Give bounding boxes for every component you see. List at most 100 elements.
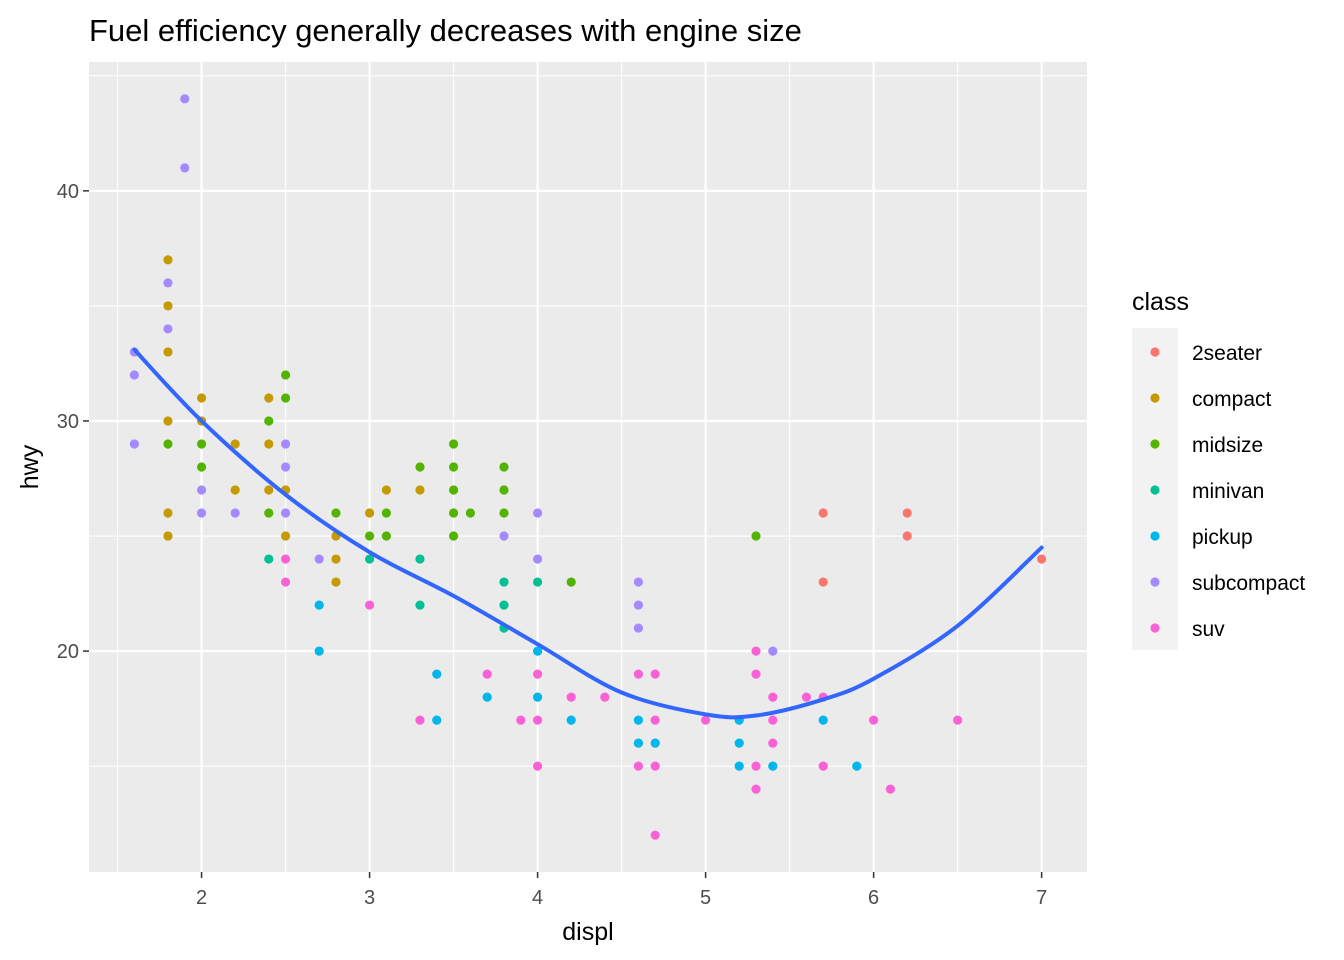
data-point-subcompact	[532, 508, 543, 518]
data-point-suv	[633, 669, 644, 679]
data-point-suv	[801, 692, 812, 702]
data-point-compact	[280, 531, 291, 541]
data-point-suv	[280, 577, 291, 587]
data-point-2seater	[902, 508, 912, 518]
legend-label: subcompact	[1192, 572, 1305, 595]
data-point-midsize	[448, 439, 459, 449]
data-point-compact	[230, 439, 240, 449]
data-point-2seater	[818, 508, 828, 518]
data-point-subcompact	[180, 94, 190, 104]
data-point-suv	[566, 692, 576, 702]
x-tick-label: 6	[868, 887, 879, 909]
data-point-compact	[381, 485, 391, 495]
x-tick-label: 4	[532, 887, 543, 909]
data-point-suv	[650, 761, 660, 771]
data-point-minivan	[415, 600, 425, 610]
data-point-subcompact	[314, 554, 324, 564]
y-axis: 20 30 40	[57, 181, 89, 663]
data-point-suv	[516, 715, 526, 725]
data-point-subcompact	[532, 554, 543, 564]
data-point-compact	[364, 508, 375, 518]
data-point-suv	[532, 715, 543, 725]
data-point-pickup	[532, 692, 543, 702]
data-point-subcompact	[129, 439, 139, 449]
legend-title: class	[1132, 288, 1189, 316]
data-point-compact	[415, 485, 425, 495]
chart-title: Fuel efficiency generally decreases with…	[89, 13, 802, 48]
data-point-minivan	[499, 600, 509, 610]
data-point-midsize	[448, 485, 459, 495]
data-point-compact	[163, 531, 173, 541]
data-point-suv	[650, 830, 660, 840]
plot-panel	[89, 62, 1087, 872]
data-point-midsize	[331, 508, 341, 518]
gridlines	[89, 62, 1087, 872]
legend-label: suv	[1192, 618, 1225, 641]
data-point-pickup	[768, 761, 778, 771]
data-point-midsize	[280, 393, 291, 403]
data-point-suv	[650, 669, 660, 679]
data-point-midsize	[499, 485, 509, 495]
data-point-subcompact	[633, 577, 644, 587]
x-tick-label: 7	[1036, 887, 1047, 909]
legend-key-midsize	[1150, 439, 1160, 449]
data-point-pickup	[432, 669, 442, 679]
data-point-minivan	[415, 554, 425, 564]
data-point-compact	[331, 554, 341, 564]
data-point-midsize	[448, 462, 459, 472]
x-axis-label: displ	[562, 918, 613, 946]
y-tick-label: 20	[57, 641, 79, 663]
data-point-pickup	[650, 738, 660, 748]
data-point-2seater	[1037, 554, 1047, 564]
data-point-pickup	[734, 738, 744, 748]
data-point-pickup	[633, 715, 644, 725]
data-point-suv	[885, 784, 896, 794]
data-point-compact	[264, 393, 274, 403]
x-tick-label: 5	[700, 887, 711, 909]
data-point-midsize	[499, 462, 509, 472]
data-point-midsize	[264, 508, 274, 518]
data-point-midsize	[448, 531, 459, 541]
data-point-suv	[768, 715, 778, 725]
data-point-suv	[751, 784, 761, 794]
data-point-midsize	[264, 416, 274, 426]
data-point-pickup	[852, 761, 862, 771]
x-tick-label: 2	[196, 887, 207, 909]
data-point-suv	[633, 761, 644, 771]
data-point-suv	[482, 669, 492, 679]
legend-label: midsize	[1192, 434, 1263, 457]
data-point-midsize	[364, 531, 375, 541]
data-point-subcompact	[129, 370, 139, 380]
data-point-subcompact	[196, 485, 207, 495]
data-point-suv	[953, 715, 963, 725]
data-point-midsize	[381, 531, 391, 541]
data-point-compact	[163, 508, 173, 518]
data-point-pickup	[734, 761, 744, 771]
legend-key-subcompact	[1150, 577, 1160, 587]
data-point-subcompact	[180, 163, 190, 173]
data-point-suv	[818, 761, 828, 771]
y-tick-label: 40	[57, 181, 79, 203]
data-point-pickup	[482, 692, 492, 702]
data-point-2seater	[818, 577, 828, 587]
data-point-minivan	[364, 554, 375, 564]
data-point-suv	[701, 715, 711, 725]
data-point-pickup	[532, 646, 543, 656]
data-point-subcompact	[499, 531, 509, 541]
data-point-suv	[768, 692, 778, 702]
data-point-subcompact	[280, 462, 291, 472]
legend-key-minivan	[1150, 485, 1160, 495]
data-point-midsize	[163, 439, 173, 449]
data-point-suv	[650, 715, 660, 725]
data-point-subcompact	[768, 646, 778, 656]
data-point-subcompact	[163, 278, 173, 288]
data-point-compact	[163, 255, 173, 265]
data-point-pickup	[818, 715, 828, 725]
data-point-compact	[331, 577, 341, 587]
data-point-compact	[163, 416, 173, 426]
data-point-pickup	[314, 646, 324, 656]
data-point-midsize	[196, 439, 207, 449]
data-point-subcompact	[633, 600, 644, 610]
data-point-pickup	[432, 715, 442, 725]
legend-label: minivan	[1192, 480, 1264, 503]
